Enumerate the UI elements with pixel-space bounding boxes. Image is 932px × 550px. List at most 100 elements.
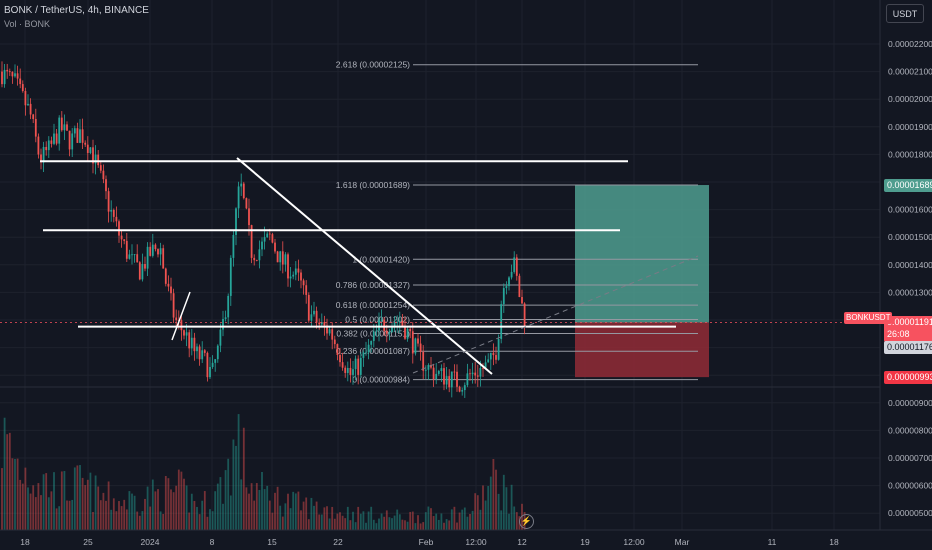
volume-bar	[385, 510, 388, 530]
candle-down	[16, 73, 19, 79]
volume-bar	[359, 513, 362, 530]
candle-down	[430, 365, 432, 368]
candle-up	[227, 295, 230, 318]
candle-up	[141, 264, 144, 280]
candle-up	[219, 329, 222, 346]
candle-up	[437, 370, 440, 374]
volume-bar	[448, 520, 451, 530]
candle-up	[211, 362, 214, 367]
candle-down	[383, 319, 386, 332]
volume-bar	[432, 516, 435, 530]
volume-bar	[253, 500, 256, 530]
volume-bar	[235, 445, 237, 530]
candle-up	[232, 234, 235, 258]
candle-down	[115, 216, 118, 222]
volume-bar	[55, 508, 58, 530]
volume-bar	[1, 468, 3, 530]
volume-bar	[193, 500, 196, 530]
price-tick-label: 0.00002100	[888, 67, 932, 77]
volume-bar	[115, 511, 118, 530]
volume-bar	[133, 495, 136, 530]
volume-bar	[487, 486, 490, 530]
candle-down	[336, 344, 339, 356]
candle-down	[81, 129, 84, 143]
volume-bar	[492, 458, 495, 530]
candle-down	[492, 352, 495, 356]
candle-up	[461, 390, 464, 392]
candle-down	[419, 343, 422, 352]
chart-grid	[0, 0, 880, 530]
volume-bar	[190, 493, 193, 530]
volume-bar	[146, 486, 149, 530]
volume-bar	[411, 511, 414, 530]
price-tick-label: 0.00001600	[888, 205, 932, 215]
volume-bar	[287, 493, 289, 530]
volume-bar	[383, 516, 386, 530]
volume-bar	[206, 516, 209, 530]
volume-bar	[391, 518, 393, 530]
time-tick-label: 18	[20, 537, 30, 547]
volume-bar	[118, 501, 120, 530]
candle-up	[185, 332, 188, 336]
volume-bar	[136, 511, 139, 530]
price-tick-label: 0.00000500	[888, 508, 932, 518]
currency-button[interactable]: USDT	[886, 4, 924, 23]
volume-bar	[380, 513, 383, 530]
candle-down	[443, 368, 445, 385]
volume-bar	[354, 522, 357, 530]
volume-bar	[29, 493, 32, 530]
candle-down	[6, 69, 9, 72]
volume-bar	[175, 485, 178, 530]
volume-bar	[458, 512, 461, 530]
volume-bar	[185, 485, 188, 530]
volume-bar	[151, 479, 154, 530]
volume-bar	[440, 513, 443, 530]
candle-down	[164, 268, 167, 284]
candle-down	[518, 275, 521, 298]
volume-bar	[201, 500, 204, 530]
volume-bar	[266, 485, 269, 530]
volume-bar	[245, 487, 248, 530]
volume-bar	[341, 515, 344, 530]
candle-down	[1, 71, 3, 85]
volume-bar	[326, 506, 328, 530]
candle-up	[378, 319, 380, 331]
volume-bar	[261, 471, 263, 530]
lightning-icon[interactable]: ⚡	[519, 514, 534, 529]
volume-bar	[328, 518, 331, 530]
volume-bar	[445, 519, 448, 530]
volume-bar	[367, 511, 370, 530]
volume-bar	[123, 499, 126, 530]
volume-bar	[240, 479, 243, 530]
volume-bar	[378, 518, 380, 530]
candle-down	[37, 136, 40, 155]
candle-up	[209, 366, 211, 378]
candle-down	[344, 367, 347, 373]
volume-bar	[89, 472, 92, 530]
volume-bar	[294, 493, 297, 530]
volume-bar	[6, 434, 9, 530]
volume-bar	[437, 519, 440, 530]
fib-level-label: 2.618 (0.00002125)	[336, 60, 410, 70]
candle-down	[175, 317, 178, 321]
candle-up	[53, 133, 55, 144]
time-tick-label: 12:00	[465, 537, 487, 547]
fib-level-label: 0.5 (0.00001202)	[345, 314, 410, 324]
volume-bar	[24, 467, 27, 530]
long-position-zones	[575, 185, 709, 378]
volume-bar	[16, 458, 19, 530]
candle-up	[94, 154, 97, 164]
candle-down	[458, 386, 461, 392]
candle-up	[393, 322, 396, 327]
candle-down	[318, 322, 321, 325]
candle-down	[29, 103, 32, 115]
candle-down	[167, 283, 170, 287]
candle-up	[58, 117, 61, 144]
volume-bar	[242, 427, 245, 530]
time-tick-label: Feb	[419, 537, 434, 547]
candle-up	[352, 369, 354, 375]
fib-level-label: 0 (0.00000984)	[352, 375, 410, 385]
price-tick-label: 0.00002200	[888, 39, 932, 49]
time-tick-label: 11	[768, 537, 777, 547]
